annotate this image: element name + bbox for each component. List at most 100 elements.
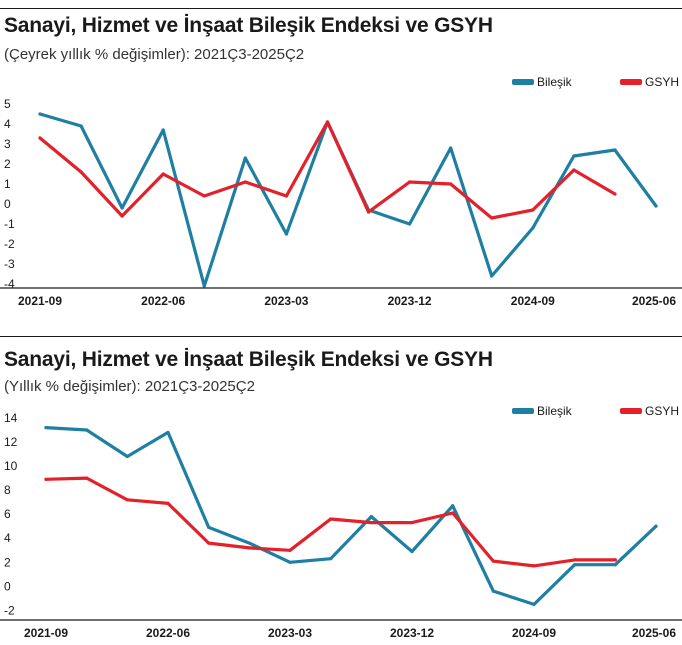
y-tick-label: 1 bbox=[4, 177, 11, 191]
data-point bbox=[120, 214, 124, 218]
legend-swatch bbox=[512, 79, 534, 85]
x-tick-label: 2025-06 bbox=[632, 294, 676, 308]
y-tick-label: 10 bbox=[4, 459, 18, 473]
data-point bbox=[161, 128, 165, 132]
data-point bbox=[451, 504, 455, 508]
data-point bbox=[449, 146, 453, 150]
chart-title: Sanayi, Hizmet ve İnşaat Bileşik Endeksi… bbox=[4, 348, 493, 371]
panel-top-rule bbox=[0, 8, 682, 9]
data-point bbox=[247, 541, 251, 545]
data-point bbox=[125, 454, 129, 459]
x-tick-label: 2022-06 bbox=[146, 626, 190, 640]
y-tick-label: 5 bbox=[4, 97, 11, 111]
data-point bbox=[288, 560, 292, 564]
data-point bbox=[207, 541, 211, 545]
data-point bbox=[166, 501, 170, 505]
y-tick-label: 14 bbox=[4, 411, 18, 425]
data-point bbox=[572, 168, 576, 172]
chart-title: Sanayi, Hizmet ve İnşaat Bileşik Endeksi… bbox=[4, 14, 493, 37]
panel-top-rule bbox=[0, 336, 682, 337]
y-tick-label: -2 bbox=[4, 603, 15, 617]
x-tick-label: 2021-09 bbox=[24, 626, 68, 640]
data-point bbox=[408, 180, 412, 184]
x-tick-label: 2023-03 bbox=[264, 294, 308, 308]
y-tick-label: 12 bbox=[4, 435, 18, 449]
data-point bbox=[410, 549, 414, 554]
data-point bbox=[243, 180, 247, 184]
data-point bbox=[654, 524, 658, 528]
data-point bbox=[38, 112, 42, 116]
chart-panel-quarterly: Sanayi, Hizmet ve İnşaat Bileşik Endeksi… bbox=[0, 0, 682, 318]
data-point bbox=[490, 216, 494, 220]
legend-swatch bbox=[620, 408, 642, 414]
data-point bbox=[531, 208, 535, 212]
data-point bbox=[491, 559, 495, 563]
data-point bbox=[325, 120, 330, 124]
y-tick-label: 0 bbox=[4, 197, 11, 211]
data-point bbox=[125, 498, 129, 502]
data-point bbox=[120, 206, 124, 210]
x-tick-label: 2023-12 bbox=[390, 626, 434, 640]
data-point bbox=[202, 284, 206, 288]
data-point bbox=[490, 274, 494, 278]
y-tick-label: 4 bbox=[4, 117, 11, 131]
data-point bbox=[284, 194, 288, 198]
x-tick-label: 2021-09 bbox=[18, 294, 62, 308]
data-point bbox=[531, 226, 535, 230]
data-point bbox=[449, 182, 453, 186]
series-line-gsyh bbox=[44, 476, 617, 568]
chart-subtitle: (Çeyrek yıllık % değişimler): 2021Ç3-202… bbox=[4, 46, 305, 63]
data-point bbox=[85, 428, 89, 432]
y-tick-label: 6 bbox=[4, 507, 11, 521]
legend-label: Bileşik bbox=[537, 75, 573, 89]
data-point bbox=[573, 558, 577, 562]
data-point bbox=[369, 515, 373, 519]
data-point bbox=[613, 148, 617, 152]
data-point bbox=[613, 558, 617, 562]
data-point bbox=[79, 170, 83, 174]
data-point bbox=[247, 546, 251, 550]
data-point bbox=[288, 548, 292, 552]
data-point bbox=[366, 210, 371, 214]
series-line-gsyh bbox=[38, 120, 617, 220]
x-tick-label: 2023-12 bbox=[388, 294, 432, 308]
data-point bbox=[202, 194, 206, 198]
legend-label: Bileşik bbox=[537, 404, 573, 418]
line-chart-annual: 14 12 10 8 6 4 2 0 -2 2021-09 2022-06 2023-03 2023-1… bbox=[0, 404, 682, 640]
y-tick-label: 8 bbox=[4, 483, 11, 497]
legend-swatch bbox=[620, 79, 642, 85]
y-tick-label: -2 bbox=[4, 237, 15, 251]
legend-label: GSYH bbox=[645, 404, 679, 418]
data-point bbox=[654, 204, 658, 208]
data-point bbox=[38, 136, 42, 140]
data-point bbox=[572, 154, 576, 158]
data-point bbox=[451, 511, 455, 515]
data-point bbox=[284, 232, 288, 236]
data-point bbox=[532, 564, 536, 568]
y-tick-label: 3 bbox=[4, 137, 11, 151]
data-point bbox=[410, 521, 414, 525]
data-point bbox=[329, 557, 333, 561]
data-point bbox=[329, 517, 333, 521]
y-tick-label: 2 bbox=[4, 157, 11, 171]
y-tick-label: 2 bbox=[4, 555, 11, 569]
data-point bbox=[613, 563, 617, 567]
x-tick-label: 2024-09 bbox=[511, 294, 555, 308]
data-point bbox=[491, 589, 495, 593]
data-point bbox=[243, 156, 247, 160]
x-tick-label: 2025-06 bbox=[632, 626, 676, 640]
chart-panel-annual: Sanayi, Hizmet ve İnşaat Bileşik Endeksi… bbox=[0, 330, 682, 645]
data-point bbox=[44, 477, 48, 481]
x-tick-label: 2024-09 bbox=[512, 626, 556, 640]
series-line-bilesik bbox=[38, 112, 658, 288]
data-point bbox=[532, 602, 536, 606]
y-tick-label: -1 bbox=[4, 217, 15, 231]
y-tick-label: 4 bbox=[4, 531, 11, 545]
series-line-bilesik bbox=[44, 426, 658, 606]
data-point bbox=[79, 124, 83, 128]
data-point bbox=[369, 521, 373, 525]
data-point bbox=[44, 426, 48, 430]
data-point bbox=[408, 222, 412, 226]
data-point bbox=[85, 476, 89, 480]
